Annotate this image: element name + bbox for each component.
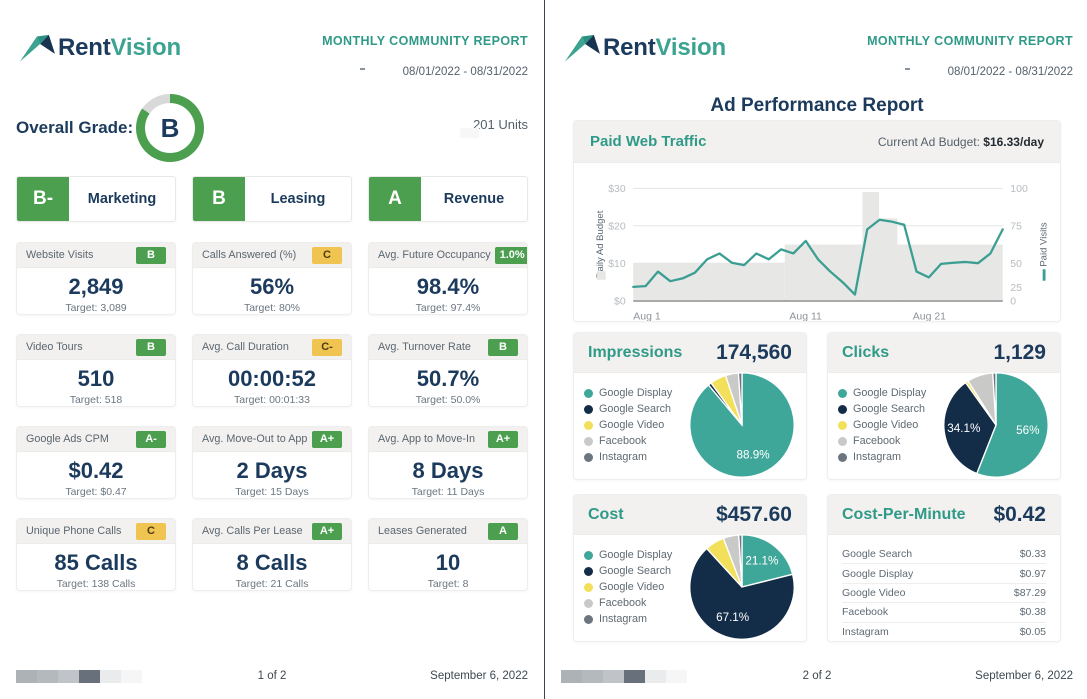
- svg-text:75: 75: [1010, 221, 1022, 232]
- svg-text:0: 0: [1010, 297, 1016, 308]
- svg-text:25: 25: [1010, 283, 1022, 294]
- svg-text:$20: $20: [608, 221, 626, 232]
- svg-text:100: 100: [1010, 184, 1028, 195]
- svg-text:Aug 21: Aug 21: [913, 312, 946, 322]
- svg-text:88.9%: 88.9%: [736, 448, 769, 461]
- svg-text:Paid Visits: Paid Visits: [1038, 222, 1049, 266]
- svg-text:34.1%: 34.1%: [947, 422, 980, 435]
- svg-text:Aug 11: Aug 11: [789, 312, 822, 322]
- svg-text:21.1%: 21.1%: [745, 554, 778, 567]
- svg-text:$0: $0: [614, 297, 626, 308]
- svg-text:$30: $30: [608, 184, 626, 195]
- svg-text:56%: 56%: [1016, 424, 1039, 437]
- svg-text:67.1%: 67.1%: [716, 611, 749, 624]
- svg-text:Aug 1: Aug 1: [633, 312, 661, 322]
- svg-text:Daily Ad Budget: Daily Ad Budget: [595, 210, 606, 278]
- svg-text:50: 50: [1010, 259, 1022, 270]
- svg-text:$10: $10: [608, 259, 626, 270]
